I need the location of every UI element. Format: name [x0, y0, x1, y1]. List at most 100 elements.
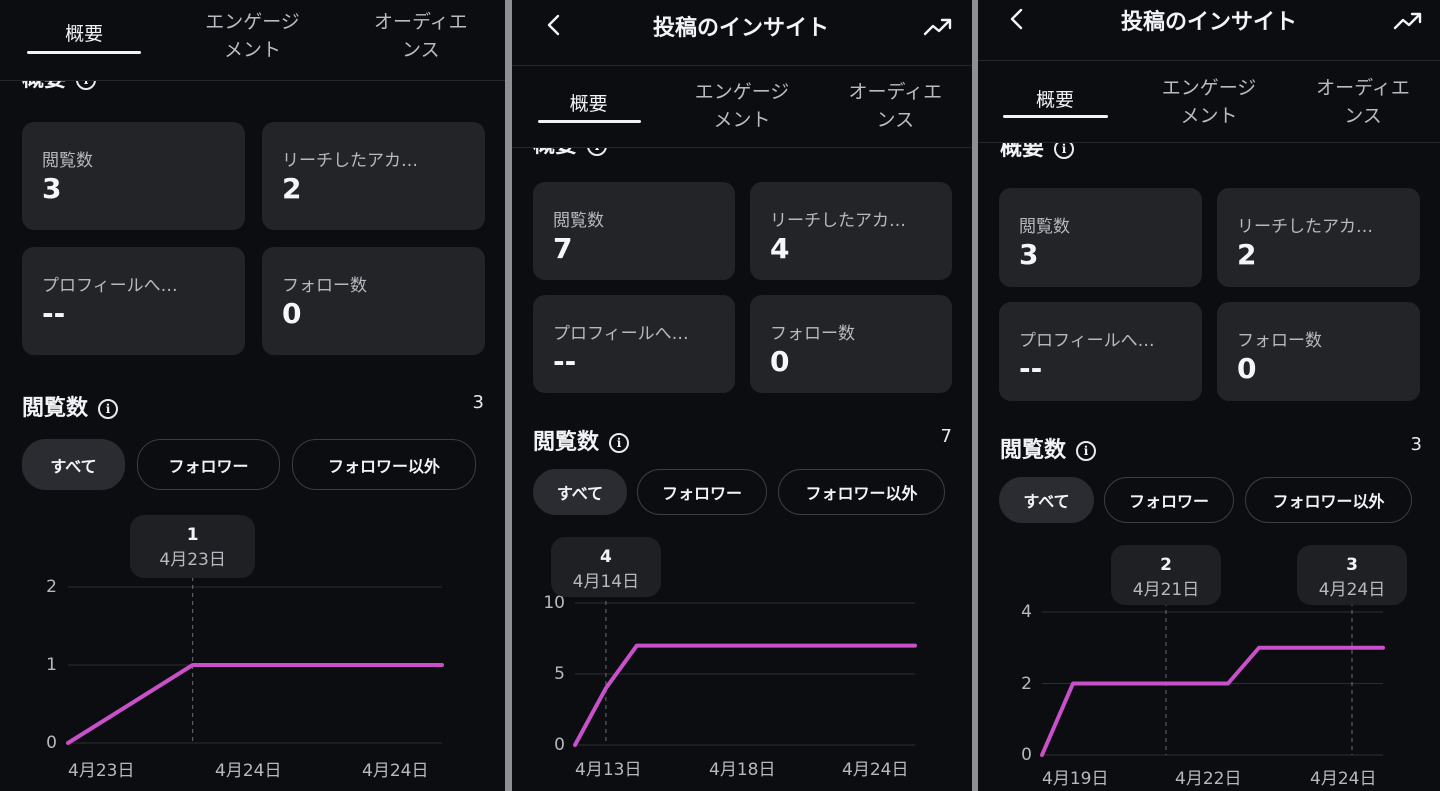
y-axis-tick-label: 2 [1021, 673, 1032, 694]
tooltip-date: 4月23日 [159, 550, 226, 570]
x-axis-tick-label: 4月24日 [362, 761, 429, 781]
card-value: 2 [282, 172, 302, 205]
tooltip-value: 3 [1346, 555, 1358, 575]
tab-audience[interactable]: オーディエ ンス [848, 81, 943, 131]
overview-title-row: 概要i [22, 81, 97, 93]
views-series-line [66, 663, 444, 745]
views-title: 閲覧数 [533, 430, 600, 455]
card-label: リーチしたアカ… [1237, 217, 1373, 237]
overview-title: 概要 [22, 81, 66, 92]
reach-card[interactable]: リーチしたアカ… 2 [1217, 188, 1420, 287]
x-axis-tick-label: 4月22日 [1175, 769, 1242, 789]
divider [978, 60, 1440, 61]
views-section-title-row: 閲覧数 i [1000, 432, 1097, 464]
divider [978, 142, 1440, 143]
card-value: 3 [1019, 238, 1039, 271]
trending-button[interactable] [1392, 6, 1426, 36]
views-section-title-row: 閲覧数 i [22, 390, 119, 422]
filter-all-chip[interactable]: すべて [22, 439, 125, 490]
x-axis-tick-label: 4月19日 [1042, 769, 1109, 789]
card-value: 3 [42, 172, 62, 205]
views-series-line [573, 643, 917, 747]
tooltip-date: 4月24日 [1318, 580, 1386, 600]
profile-activity-card[interactable]: プロフィールへ… -- [999, 302, 1202, 401]
tab-audience[interactable]: オーディエ ンス [373, 11, 468, 61]
tab-overview[interactable]: 概要 [569, 93, 608, 115]
insights-panel: 投稿のインサイト 概要 エンゲージ メント オーディエ ンス 概要 i 閲覧数 3 リーチしたア… [978, 0, 1440, 791]
views-line-chart [1040, 602, 1385, 757]
info-icon[interactable]: i [609, 433, 630, 453]
y-axis-tick-label: 0 [1021, 745, 1032, 765]
card-label: フォロー数 [1237, 331, 1322, 351]
trending-up-icon [1393, 12, 1422, 30]
reach-card[interactable]: リーチしたアカ… 2 [262, 122, 485, 230]
views-line-chart [573, 593, 917, 747]
filter-followers-chip[interactable]: フォロワー [137, 439, 280, 490]
header-title: 投稿のインサイト [652, 16, 830, 41]
tab-overview[interactable]: 概要 [65, 23, 104, 45]
info-icon[interactable]: i [1076, 441, 1097, 461]
filter-non-followers-chip[interactable]: フォロワー以外 [292, 439, 476, 490]
card-value: 4 [770, 232, 790, 265]
y-axis-tick-label: 10 [543, 593, 565, 613]
y-axis-tick-label: 5 [554, 664, 565, 684]
overview-title-row: 概要i [533, 148, 608, 159]
chart-tooltip: 3 4月24日 [1297, 545, 1407, 605]
card-value: -- [553, 345, 577, 378]
views-card[interactable]: 閲覧数 7 [533, 182, 735, 280]
reach-card[interactable]: リーチしたアカ… 4 [750, 182, 952, 280]
filter-non-followers-chip[interactable]: フォロワー以外 [778, 469, 945, 515]
y-axis-tick-label: 2 [46, 577, 57, 597]
profile-activity-card[interactable]: プロフィールへ… -- [533, 295, 735, 393]
back-button[interactable] [1003, 2, 1033, 42]
active-tab-underline [538, 120, 641, 123]
profile-activity-card[interactable]: プロフィールへ… -- [22, 247, 245, 355]
tab-engagement[interactable]: エンゲージ メント [205, 11, 300, 61]
views-total-count: 3 [472, 392, 484, 413]
filter-all-chip[interactable]: すべて [999, 477, 1094, 523]
card-label: リーチしたアカ… [770, 211, 906, 231]
active-tab-underline [1003, 115, 1108, 118]
tab-engagement[interactable]: エンゲージ メント [694, 81, 790, 131]
card-value: 7 [553, 232, 573, 265]
chevron-left-icon [547, 14, 560, 36]
filter-followers-chip[interactable]: フォロワー [1104, 477, 1234, 523]
tab-engagement[interactable]: エンゲージ メント [1161, 77, 1257, 127]
tooltip-value: 1 [186, 525, 199, 545]
card-value: 0 [770, 345, 790, 378]
info-icon[interactable]: i [98, 399, 119, 419]
trending-button[interactable] [922, 12, 956, 42]
chart-tooltip: 4 4月14日 [550, 537, 661, 597]
card-label: 閲覧数 [553, 211, 604, 231]
card-value: -- [1019, 352, 1043, 385]
card-label: プロフィールへ… [553, 324, 689, 344]
tab-overview[interactable]: 概要 [1035, 89, 1074, 111]
tab-audience[interactable]: オーディエ ンス [1316, 77, 1410, 127]
follows-card[interactable]: フォロー数 0 [1217, 302, 1420, 401]
x-axis-tick-label: 4月24日 [215, 761, 282, 781]
views-total-count: 7 [940, 426, 952, 447]
filter-non-followers-chip[interactable]: フォロワー以外 [1245, 477, 1412, 523]
info-icon[interactable]: i [1054, 143, 1075, 159]
views-card[interactable]: 閲覧数 3 [999, 188, 1202, 287]
tooltip-date: 4月14日 [572, 572, 640, 592]
follows-card[interactable]: フォロー数 0 [262, 247, 485, 355]
views-card[interactable]: 閲覧数 3 [22, 122, 245, 230]
filter-all-chip[interactable]: すべて [533, 469, 627, 515]
x-axis-tick-label: 4月18日 [709, 760, 776, 780]
overview-title: 概要 [1000, 143, 1045, 161]
trend-stroke [1393, 12, 1422, 30]
filter-followers-chip[interactable]: フォロワー [637, 469, 767, 515]
card-value: 0 [282, 297, 302, 330]
overview-title-row: 概要 i [1000, 143, 1075, 162]
card-value: 2 [1237, 238, 1257, 271]
x-axis-tick-label: 4月23日 [68, 761, 135, 781]
back-button[interactable] [540, 8, 570, 48]
card-label: フォロー数 [282, 276, 367, 296]
follows-card[interactable]: フォロー数 0 [750, 295, 952, 393]
overview-section-header: 概要 i [978, 143, 1440, 183]
card-label: プロフィールへ… [1019, 331, 1155, 351]
overview-section-header: 概要i [512, 148, 972, 188]
